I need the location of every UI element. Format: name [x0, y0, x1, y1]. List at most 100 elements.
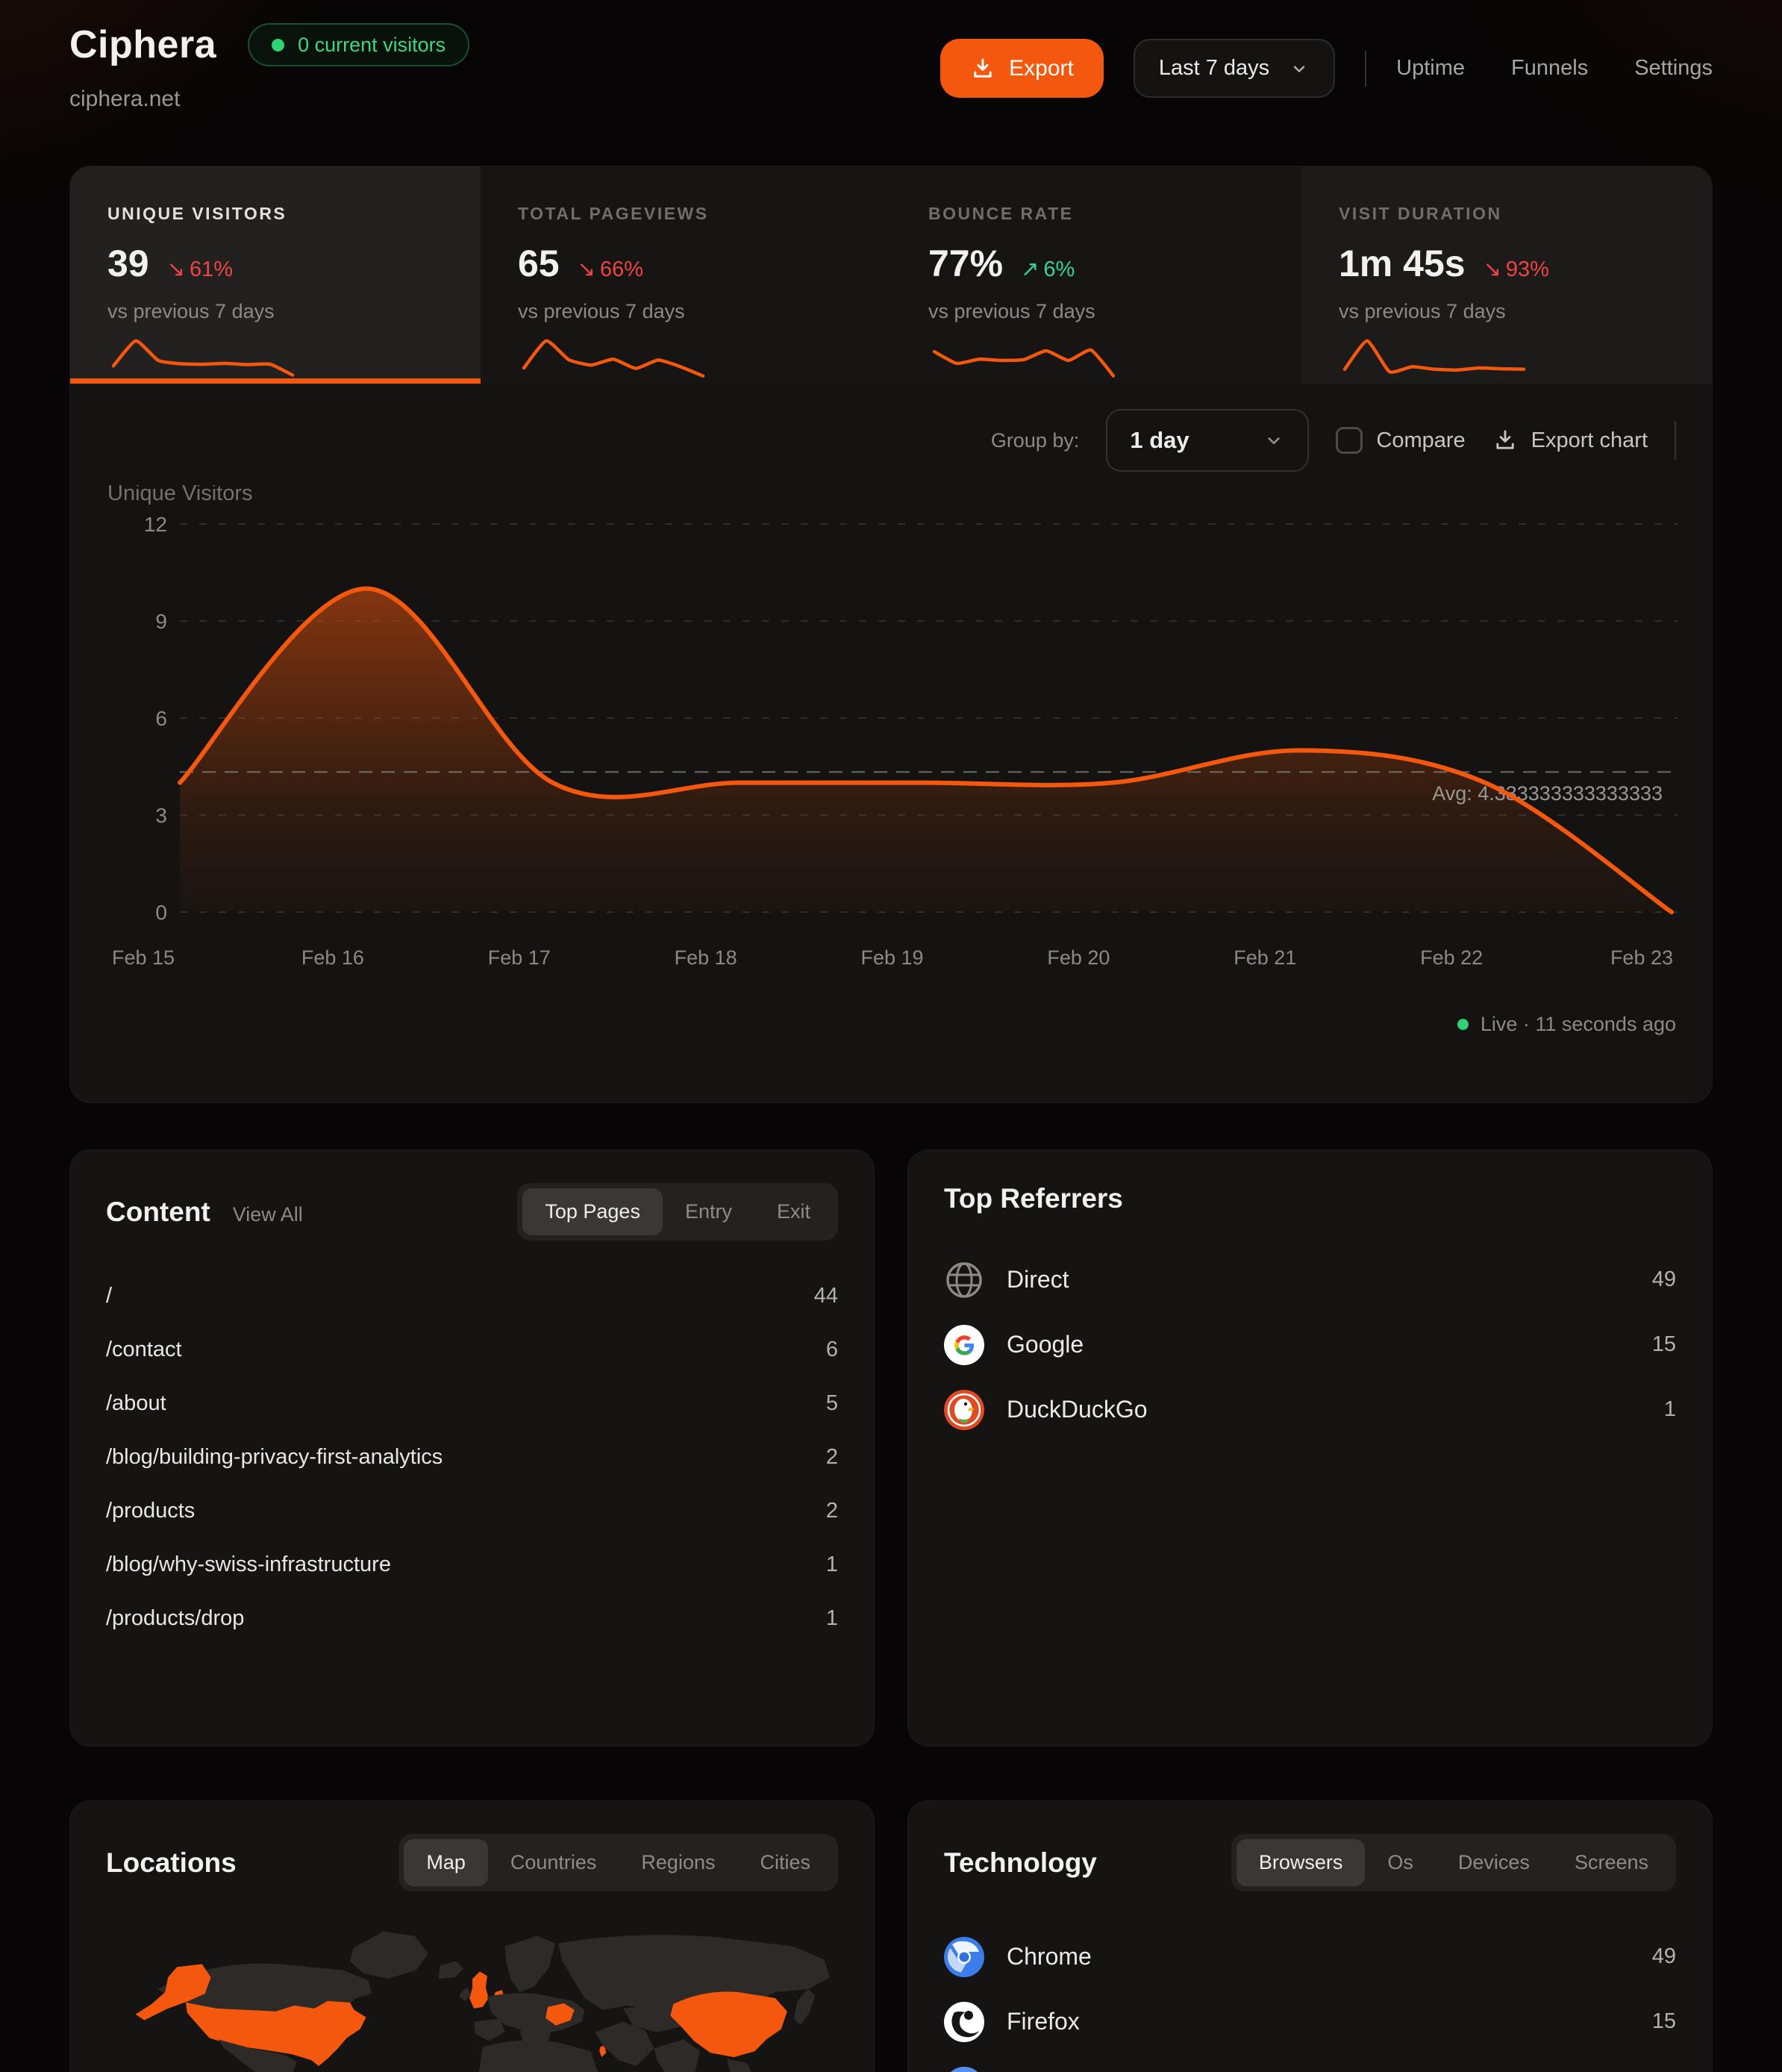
list-item[interactable]: Chrome 49 [944, 1924, 1676, 1989]
chart-controls: Group by: 1 day Compare Export chart [106, 409, 1676, 472]
controls-divider [1675, 421, 1676, 460]
chrome-icon [944, 1936, 984, 1977]
compare-label: Compare [1376, 428, 1466, 452]
table-row[interactable]: /contact 6 [106, 1323, 838, 1376]
compare-toggle[interactable]: Compare [1336, 427, 1466, 454]
export-chart-label: Export chart [1531, 428, 1648, 452]
browser-icon-partial [950, 2066, 978, 2072]
list-item[interactable]: Firefox 15 [944, 1989, 1676, 2054]
visitors-area-chart[interactable]: Unique Visitors 12 9 6 3 0 Avg: 4.333333333333… [106, 481, 1678, 1008]
tab-browsers[interactable]: Browsers [1236, 1839, 1366, 1886]
list-item[interactable]: Google 15 [944, 1312, 1676, 1377]
y-tick-label: 9 [155, 610, 167, 633]
map-iberia [474, 2018, 505, 2041]
tab-cities[interactable]: Cities [737, 1839, 833, 1886]
tab-entry[interactable]: Entry [663, 1188, 754, 1235]
tab-countries[interactable]: Countries [488, 1839, 619, 1886]
page-count: 1 [825, 1606, 838, 1630]
content-tabs: Top Pages Entry Exit [517, 1183, 838, 1241]
live-status: Live · 11 seconds ago [106, 1013, 1676, 1036]
nav-settings[interactable]: Settings [1634, 56, 1713, 80]
export-chart-button[interactable]: Export chart [1492, 428, 1648, 453]
trend-arrow-icon: ↗ [1021, 258, 1040, 281]
tab-map[interactable]: Map [404, 1839, 488, 1886]
tab-devices[interactable]: Devices [1436, 1839, 1552, 1886]
referrers-title: Top Referrers [944, 1183, 1123, 1214]
chart-line [178, 586, 1674, 914]
y-tick-label: 3 [155, 804, 167, 827]
table-row[interactable]: /blog/why-swiss-infrastructure 1 [106, 1538, 838, 1591]
live-dot-icon [1457, 1019, 1469, 1030]
locations-panel: Locations Map Countries Regions Cities [69, 1800, 875, 2072]
tab-regions[interactable]: Regions [619, 1839, 737, 1886]
stat-label: TOTAL PAGEVIEWS [518, 204, 709, 223]
map-india [654, 2039, 700, 2072]
group-by-dropdown[interactable]: 1 day [1106, 409, 1310, 472]
table-row[interactable]: /blog/building-privacy-first-analytics 2 [106, 1430, 838, 1484]
stat-card-unique-visitors[interactable]: UNIQUE VISITORS 39 ↘ 61% vs previous 7 da… [70, 166, 481, 384]
stat-value: 39 [107, 243, 149, 284]
tab-os[interactable]: Os [1365, 1839, 1436, 1886]
page-count: 2 [825, 1444, 838, 1469]
stat-value: 65 [518, 243, 560, 284]
header-divider [1365, 50, 1367, 87]
table-row[interactable]: /products 2 [106, 1484, 838, 1538]
map-russia [557, 1935, 831, 2012]
tab-exit[interactable]: Exit [754, 1188, 833, 1235]
map-scandinavia [504, 1935, 555, 1993]
list-item[interactable] [944, 2054, 1676, 2072]
date-range-value: Last 7 days [1158, 56, 1270, 80]
page-count: 1 [825, 1552, 838, 1576]
site-domain: ciphera.net [69, 87, 181, 111]
list-item[interactable]: DuckDuckGo 1 [944, 1377, 1676, 1442]
map-ireland [459, 1988, 472, 2001]
world-map[interactable] [106, 1921, 838, 2072]
current-visitors-badge[interactable]: 0 current visitors [248, 23, 470, 66]
table-row[interactable]: /products/drop 1 [106, 1591, 838, 1645]
export-label: Export [1009, 55, 1074, 81]
brand-block: Ciphera 0 current visitors ciphera.net [69, 22, 470, 112]
tab-screens[interactable]: Screens [1552, 1839, 1671, 1886]
download-icon [974, 57, 992, 78]
tab-top-pages[interactable]: Top Pages [522, 1188, 663, 1235]
technology-count: 15 [1651, 2009, 1676, 2033]
view-all-link[interactable]: View All [232, 1202, 303, 1226]
map-greenland [349, 1931, 428, 1979]
content-panel: Content View All Top Pages Entry Exit / 4… [69, 1149, 875, 1747]
stat-label: BOUNCE RATE [928, 204, 1074, 223]
google-icon [944, 1324, 984, 1365]
stat-delta: ↘ 66% [577, 258, 643, 281]
list-item[interactable]: Direct 49 [944, 1247, 1676, 1312]
y-tick-label: 0 [155, 901, 167, 924]
x-tick-label: Feb 21 [1234, 946, 1296, 969]
trend-arrow-icon: ↘ [166, 258, 185, 281]
x-tick-label: Feb 17 [488, 946, 551, 969]
stat-card-total-pageviews[interactable]: TOTAL PAGEVIEWS 65 ↘ 66% vs previous 7 da… [481, 166, 891, 384]
page-count: 6 [825, 1337, 838, 1361]
top-bar: Ciphera 0 current visitors ciphera.net E… [0, 0, 1782, 166]
table-row[interactable]: /about 5 [106, 1376, 838, 1430]
table-row[interactable]: / 44 [106, 1269, 838, 1323]
nav-funnels[interactable]: Funnels [1511, 56, 1589, 80]
stat-delta: ↘ 61% [166, 258, 233, 281]
nav-uptime[interactable]: Uptime [1396, 56, 1466, 80]
referrer-name: Google [1007, 1331, 1084, 1358]
stat-value: 1m 45s [1339, 243, 1466, 284]
panels-row-2: Locations Map Countries Regions Cities [69, 1800, 1713, 2072]
date-range-dropdown[interactable]: Last 7 days [1133, 39, 1336, 98]
x-tick-label: Feb 22 [1420, 946, 1483, 969]
x-tick-label: Feb 23 [1610, 946, 1673, 969]
stat-card-visit-duration[interactable]: VISIT DURATION 1m 45s ↘ 93% vs previous 7… [1301, 166, 1712, 384]
download-icon [1496, 430, 1514, 449]
page-path: /blog/why-swiss-infrastructure [106, 1552, 391, 1576]
export-button[interactable]: Export [940, 39, 1104, 98]
chevron-down-icon [1268, 437, 1280, 445]
x-tick-label: Feb 18 [675, 946, 737, 969]
map-uk-highlight [469, 1971, 489, 2009]
map-alaska-highlight [135, 1964, 211, 2020]
stat-value: 77% [928, 243, 1004, 284]
compare-checkbox[interactable] [1336, 427, 1363, 454]
current-visitors-label: 0 current visitors [298, 33, 446, 56]
stat-card-bounce-rate[interactable]: BOUNCE RATE 77% ↗ 6% vs previous 7 days [891, 166, 1301, 384]
stat-compare-label: vs previous 7 days [1339, 300, 1506, 322]
